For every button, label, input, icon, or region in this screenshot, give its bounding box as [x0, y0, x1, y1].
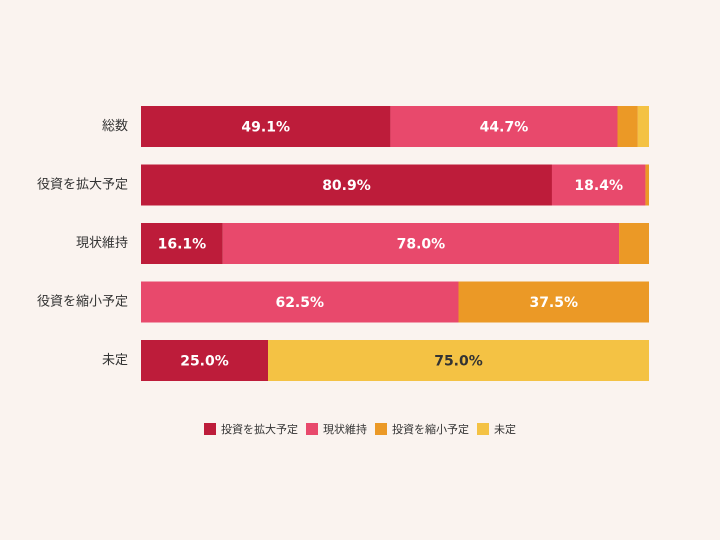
category-label: 役資を拡大予定 — [37, 178, 128, 193]
data-label: 78.0% — [397, 237, 446, 253]
bar-segment — [458, 281, 649, 323]
data-label: 18.4% — [574, 178, 623, 194]
data-label: 44.7% — [480, 120, 529, 136]
bar-segment — [141, 106, 391, 147]
category-label: 未定 — [102, 353, 128, 368]
legend-swatch — [204, 423, 216, 435]
bar-segment — [617, 106, 638, 147]
legend-label: 投資を縮小予定 — [392, 422, 469, 436]
data-label: 37.5% — [529, 295, 578, 311]
bar-segment — [645, 164, 649, 206]
category-label: 総数 — [102, 119, 128, 134]
legend-label: 投資を拡大予定 — [221, 422, 298, 436]
bar-segment — [141, 223, 223, 264]
category-label: 現状維持 — [76, 236, 128, 251]
data-label: 25.0% — [180, 354, 229, 370]
bar-segment — [619, 223, 649, 264]
data-label: 49.1% — [241, 120, 290, 136]
legend-swatch — [306, 423, 318, 435]
bar-segment — [390, 106, 618, 147]
legend-swatch — [375, 423, 387, 435]
bar-segment — [637, 106, 649, 147]
bar-segment — [222, 223, 620, 264]
bar-segment — [268, 340, 649, 381]
data-label: 75.0% — [434, 354, 483, 370]
bar-segment — [141, 340, 268, 381]
data-label: 62.5% — [275, 295, 324, 311]
legend-label: 現状維持 — [323, 422, 367, 436]
bar-segment — [141, 281, 459, 323]
category-label: 役資を縮小予定 — [37, 294, 128, 310]
data-label: 16.1% — [158, 237, 207, 253]
legend-swatch — [477, 423, 489, 435]
data-label: 80.9% — [322, 178, 371, 194]
bar-segment — [551, 164, 646, 206]
legend-label: 未定 — [494, 423, 516, 436]
bar-segment — [141, 164, 552, 206]
